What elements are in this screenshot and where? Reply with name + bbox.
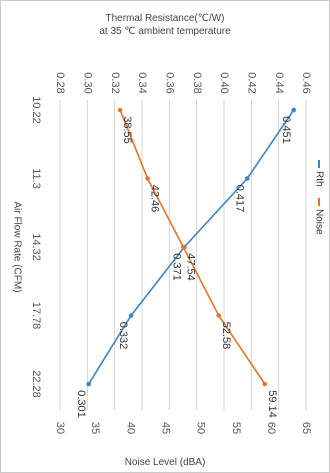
noise-tick-label: 60 [265, 422, 277, 434]
y-axis-label: Air Flow Rate (CFM) [11, 201, 22, 292]
rth-tick-label: 0.30 [81, 72, 93, 93]
data-label-rth: 0.371 [170, 253, 182, 281]
data-point-noise [145, 176, 150, 181]
category-label: 11.3 [30, 168, 42, 189]
data-label-noise: 38.55 [121, 116, 133, 144]
data-point-rth [244, 176, 250, 181]
noise-tick-label: 40 [124, 422, 136, 434]
data-point-rth [128, 313, 134, 318]
data-point-noise [262, 381, 268, 387]
data-label-rth: 0.332 [117, 322, 129, 350]
rth-tick-label: 0.32 [109, 72, 121, 93]
noise-tick-label: 55 [230, 422, 242, 434]
data-label-rth: 0.301 [75, 390, 87, 418]
rth-tick-label: 0.34 [136, 72, 148, 93]
category-label: 22.28 [30, 370, 42, 398]
data-label-rth: 0.417 [233, 185, 245, 213]
rth-tick-label: 0.28 [54, 72, 66, 93]
data-label-noise: 47.54 [184, 253, 196, 281]
noise-tick-label: 30 [54, 422, 66, 434]
rth-tick-label: 0.42 [245, 72, 257, 93]
noise-tick-label: 35 [89, 422, 101, 434]
chart-title-line1: Thermal Resistance(℃/W) [105, 13, 225, 24]
category-label: 10.22 [30, 96, 42, 124]
legend-label-rth: Rth [313, 171, 324, 187]
noise-tick-label: 50 [195, 422, 207, 434]
noise-tick-label: 45 [160, 422, 172, 434]
chart-title-line2: at 35 ℃ ambient temperature [99, 26, 231, 37]
rth-tick-label: 0.44 [273, 72, 285, 93]
rth-tick-label: 0.46 [300, 72, 312, 93]
rth-tick-label: 0.40 [218, 72, 230, 93]
data-point-rth [291, 107, 297, 113]
data-label-noise: 42.46 [149, 185, 161, 213]
category-label: 17.78 [30, 302, 42, 330]
data-label-noise: 52.58 [220, 322, 232, 350]
data-point-noise [117, 107, 123, 113]
rth-tick-label: 0.36 [163, 72, 175, 93]
data-point-noise [180, 244, 186, 250]
data-label-rth: 0.451 [280, 116, 292, 144]
data-label-noise: 59.14 [266, 390, 278, 418]
x-axis-label: Noise Level (dBA) [124, 457, 206, 468]
legend-label-noise: Noise [313, 209, 324, 235]
noise-tick-label: 65 [300, 422, 312, 434]
data-point-rth [86, 381, 91, 387]
data-point-noise [216, 313, 222, 318]
rth-tick-label: 0.38 [191, 72, 203, 93]
category-label: 14.32 [30, 233, 42, 261]
